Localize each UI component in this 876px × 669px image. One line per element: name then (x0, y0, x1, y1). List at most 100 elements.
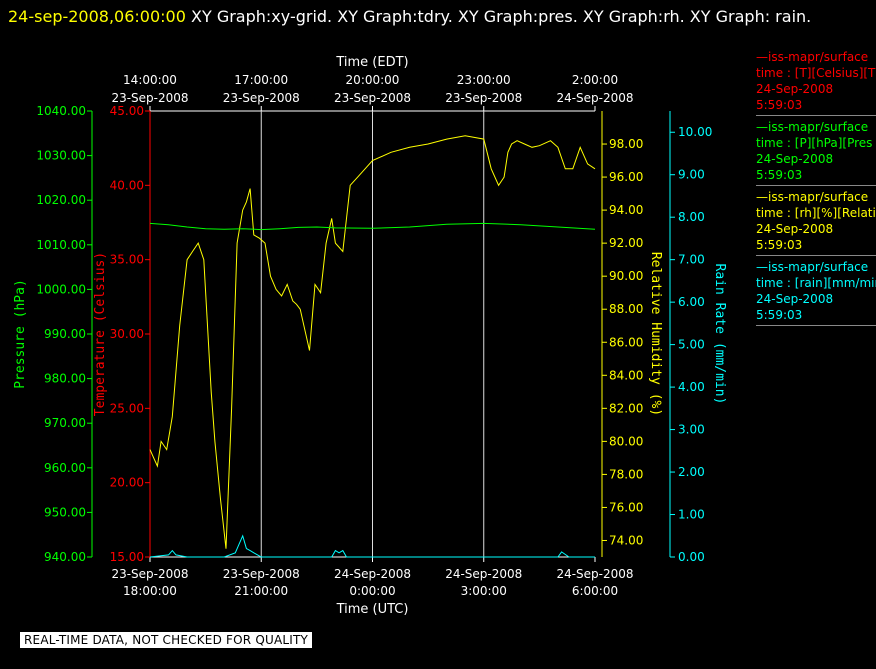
legend-item-humidity: —iss-mapr/surface time : [rh][%][Relati … (756, 189, 876, 256)
y-tick-label: 98.00 (609, 137, 643, 151)
y-tick-label: 76.00 (609, 500, 643, 514)
y-tick-label: 1000.00 (36, 282, 86, 296)
y-tick-label: 82.00 (609, 401, 643, 415)
vertical-grid (150, 110, 595, 558)
series-line (149, 534, 595, 558)
y-tick-label: 2.00 (678, 465, 705, 479)
y-tick-label: 980.00 (44, 372, 86, 386)
y-tick-label: 970.00 (44, 416, 86, 430)
y-tick-label: 45.00 (110, 104, 144, 118)
bottom-tick-date: 24-Sep-2008 (445, 567, 522, 581)
top-tick-time: 20:00:00 (346, 73, 400, 87)
y-axis-title: Pressure (hPa) (13, 279, 28, 389)
legend-time: 5:59:03 (756, 308, 803, 322)
y-tick-label: 990.00 (44, 327, 86, 341)
top-tick-date: 23-Sep-2008 (445, 91, 522, 105)
legend-item-rain: —iss-mapr/surface time : [rain][mm/min 2… (756, 259, 876, 326)
y-tick-label: 0.00 (678, 550, 705, 564)
y-tick-label: 1030.00 (36, 149, 86, 163)
y-tick-label: 94.00 (609, 203, 643, 217)
y-axis-title: Relative Humidity (%) (648, 252, 663, 416)
y-tick-label: 7.00 (678, 253, 705, 267)
legend-item-pressure: —iss-mapr/surface time : [P][hPa][Pres 2… (756, 119, 876, 186)
legend-source: —iss-mapr/surface (756, 120, 869, 134)
y-tick-label: 4.00 (678, 380, 705, 394)
y-tick-label: 92.00 (609, 236, 643, 250)
y-tick-label: 960.00 (44, 461, 86, 475)
bottom-tick-time: 21:00:00 (234, 584, 288, 598)
temperature-axis: 15.00 20.00 25.00 30.00 35.00 40.00 45.00 Tempe… (93, 104, 151, 564)
y-tick-label: 1040.00 (36, 104, 86, 118)
legend-date: 24-Sep-2008 (756, 292, 834, 306)
legend-variable: time : [rain][mm/min (756, 276, 876, 290)
header-title: XY Graph:xy-grid. XY Graph:tdry. XY Grap… (191, 7, 812, 26)
bottom-tick-date: 23-Sep-2008 (111, 567, 188, 581)
bottom-tick-time: 0:00:00 (349, 584, 395, 598)
legend-time: 5:59:03 (756, 168, 803, 182)
top-tick-date: 23-Sep-2008 (334, 91, 411, 105)
quality-warning-banner: REAL-TIME DATA, NOT CHECKED FOR QUALITY (20, 632, 313, 648)
bottom-tick-date: 24-Sep-2008 (334, 567, 411, 581)
top-tick-time: 23:00:00 (457, 73, 511, 87)
series-line (149, 135, 596, 549)
humidity-axis: 74.00 76.00 78.00 80.00 82.00 84.00 86.00 88.00… (601, 111, 663, 557)
top-time-axis: 14:00:00 23-Sep-2008 17:00:00 23-Sep-2008 20… (111, 55, 634, 111)
bottom-tick-time: 18:00:00 (123, 584, 177, 598)
legend-source: —iss-mapr/surface (756, 260, 869, 274)
y-tick-label: 25.00 (110, 401, 144, 415)
top-tick-time: 2:00:00 (572, 73, 618, 87)
legend-variable: time : [T][Celsius][T (756, 66, 876, 80)
legend-date: 24-Sep-2008 (756, 152, 834, 166)
y-tick-label: 1020.00 (36, 193, 86, 207)
top-tick-time: 17:00:00 (234, 73, 288, 87)
series-legend: —iss-mapr/surface time : [T][Celsius][T … (756, 49, 876, 329)
y-tick-label: 10.00 (678, 125, 712, 139)
y-axis-title: Rain Rate (mm/min) (712, 264, 727, 405)
y-axes: 940.00 950.00 960.00 970.00 980.00 990.00 1000… (13, 104, 727, 564)
bottom-tick-time: 3:00:00 (461, 584, 507, 598)
legend-variable: time : [P][hPa][Pres (756, 136, 873, 150)
y-tick-label: 40.00 (110, 178, 144, 192)
legend-date: 24-Sep-2008 (756, 82, 834, 96)
series-line (149, 222, 596, 231)
top-tick-time: 14:00:00 (123, 73, 177, 87)
y-tick-label: 950.00 (44, 505, 86, 519)
y-axis-title: Temperature (Celsius) (93, 252, 108, 416)
bottom-time-axis: 23-Sep-2008 18:00:00 23-Sep-2008 21:00:00 24… (111, 557, 634, 617)
y-tick-label: 15.00 (110, 550, 144, 564)
y-tick-label: 3.00 (678, 423, 705, 437)
legend-variable: time : [rh][%][Relati (756, 206, 876, 220)
legend-source: —iss-mapr/surface (756, 190, 869, 204)
y-tick-label: 8.00 (678, 210, 705, 224)
y-tick-label: 84.00 (609, 368, 643, 382)
y-tick-label: 35.00 (110, 253, 144, 267)
legend-date: 24-Sep-2008 (756, 222, 834, 236)
top-tick-date: 23-Sep-2008 (223, 91, 300, 105)
y-tick-label: 88.00 (609, 302, 643, 316)
y-tick-label: 5.00 (678, 338, 705, 352)
y-tick-label: 1.00 (678, 508, 705, 522)
legend-source: —iss-mapr/surface (756, 50, 869, 64)
legend-time: 5:59:03 (756, 238, 803, 252)
bottom-tick-time: 6:00:00 (572, 584, 618, 598)
header-datetime: 24-sep-2008,06:00:00 (8, 7, 186, 26)
y-tick-label: 30.00 (110, 327, 144, 341)
y-tick-label: 20.00 (110, 476, 144, 490)
y-tick-label: 90.00 (609, 269, 643, 283)
y-tick-label: 80.00 (609, 434, 643, 448)
legend-time: 5:59:03 (756, 98, 803, 112)
y-tick-label: 9.00 (678, 168, 705, 182)
y-tick-label: 74.00 (609, 533, 643, 547)
bottom-tick-date: 24-Sep-2008 (556, 567, 633, 581)
y-tick-label: 78.00 (609, 467, 643, 481)
y-tick-label: 1010.00 (36, 238, 86, 252)
y-tick-label: 86.00 (609, 335, 643, 349)
y-tick-label: 940.00 (44, 550, 86, 564)
pressure-axis: 940.00 950.00 960.00 970.00 980.00 990.00 1000… (13, 104, 93, 564)
legend-item-temperature: —iss-mapr/surface time : [T][Celsius][T … (756, 49, 876, 116)
top-tick-date: 23-Sep-2008 (111, 91, 188, 105)
bottom-axis-title: Time (UTC) (336, 602, 409, 617)
y-tick-label: 6.00 (678, 295, 705, 309)
top-tick-date: 24-Sep-2008 (556, 91, 633, 105)
